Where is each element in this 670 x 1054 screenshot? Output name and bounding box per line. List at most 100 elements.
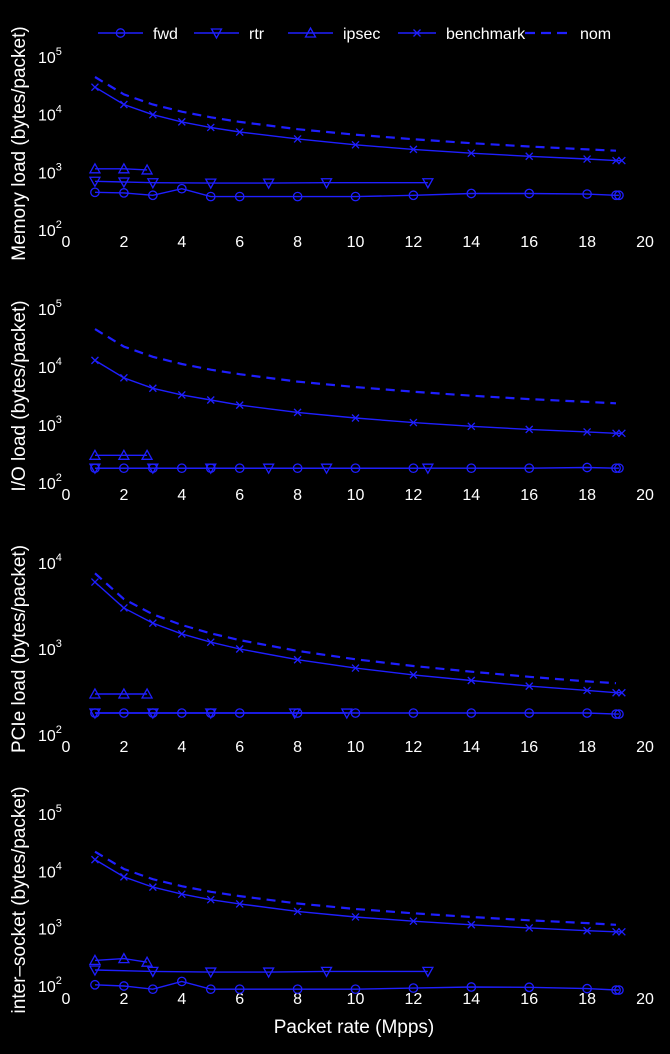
- data-point-fwd: [582, 983, 592, 994]
- data-point-fwd: [611, 985, 621, 995]
- y-tick-label: 103: [38, 918, 62, 939]
- data-point-fwd: [408, 190, 419, 201]
- data-point-benchmark: [409, 145, 418, 154]
- x-tick-label: 0: [62, 991, 71, 1008]
- data-point-benchmark: [525, 923, 534, 932]
- data-point-benchmark: [617, 156, 626, 165]
- data-point-rtr: [262, 463, 275, 475]
- data-point-benchmark: [90, 356, 99, 365]
- data-point-benchmark: [612, 429, 621, 438]
- x-tick-label: 18: [578, 487, 596, 504]
- x-tick-label: 8: [293, 739, 302, 756]
- series-rtr: [88, 708, 353, 720]
- x-tick-label: 20: [636, 991, 654, 1008]
- data-point-ipsec: [117, 952, 131, 964]
- data-point-fwd: [614, 463, 624, 474]
- panel-4: inter–socket (bytes/packet) 1021031041050…: [9, 786, 654, 1013]
- panel-2: I/O load (bytes/packet) 102 103 104 105 0 2 4 6 8…: [9, 298, 654, 504]
- data-point-fwd: [408, 983, 419, 993]
- series-benchmark: [90, 578, 626, 697]
- data-point-fwd: [148, 984, 158, 995]
- data-point-rtr: [88, 176, 102, 188]
- series-ipsec: [88, 687, 154, 699]
- data-point-benchmark: [177, 629, 186, 638]
- x-tick-label: 4: [177, 991, 186, 1008]
- legend-label-rtr: rtr: [249, 26, 265, 43]
- x-tick-label: 10: [347, 739, 365, 756]
- data-point-fwd: [292, 984, 303, 995]
- data-point-benchmark: [351, 414, 360, 422]
- legend-entry-nom: nom: [525, 26, 611, 43]
- data-point-benchmark: [177, 117, 186, 126]
- data-point-benchmark: [467, 920, 476, 929]
- series-line-rtr: [94, 180, 428, 184]
- data-point-ipsec: [140, 955, 154, 967]
- data-point-rtr: [421, 178, 434, 190]
- legend-marker-ipsec: [304, 26, 317, 38]
- data-point-benchmark: [525, 682, 534, 691]
- data-point-benchmark: [583, 686, 592, 695]
- x-tick-label: 8: [293, 991, 302, 1008]
- data-point-benchmark: [351, 140, 360, 149]
- data-point-rtr: [320, 966, 333, 978]
- series-benchmark: [90, 83, 626, 165]
- y-axis-label: inter–socket (bytes/packet): [9, 786, 30, 1013]
- y-tick-label: 102: [38, 724, 62, 745]
- x-tick-label: 4: [177, 487, 186, 504]
- data-point-benchmark: [206, 123, 215, 132]
- data-point-fwd: [524, 708, 535, 718]
- x-tick-label: 0: [62, 739, 71, 756]
- data-point-rtr: [88, 965, 102, 977]
- legend-marker-fwd: [115, 28, 126, 38]
- data-point-fwd: [90, 187, 100, 198]
- data-point-benchmark: [119, 604, 128, 612]
- data-point-rtr: [88, 463, 102, 475]
- series-fwd: [90, 976, 624, 995]
- x-tick-label: 8: [293, 487, 302, 504]
- data-point-fwd: [614, 985, 624, 995]
- data-point-benchmark: [409, 670, 418, 679]
- legend-marker-rtr: [210, 28, 223, 40]
- series-line-nom: [94, 850, 617, 926]
- data-point-fwd: [582, 462, 592, 473]
- data-point-benchmark: [148, 110, 157, 119]
- series-line-ipsec: [94, 957, 148, 963]
- x-tick-label: 2: [119, 991, 128, 1008]
- x-tick-label: 12: [405, 739, 423, 756]
- series-nom: [94, 850, 617, 926]
- x-axis-label: Packet rate (Mpps): [274, 1017, 435, 1038]
- y-tick-label: 104: [38, 860, 62, 881]
- data-point-fwd: [176, 976, 187, 987]
- data-point-rtr: [146, 463, 159, 475]
- data-point-rtr: [146, 708, 159, 720]
- data-point-rtr: [262, 967, 275, 979]
- data-point-ipsec: [117, 448, 131, 460]
- data-point-rtr: [204, 178, 217, 190]
- legend-label-fwd: fwd: [153, 26, 178, 43]
- series-line-benchmark: [94, 359, 622, 434]
- series-line-benchmark: [94, 858, 622, 933]
- x-tick-label: 6: [235, 739, 244, 756]
- data-point-ipsec: [88, 687, 102, 699]
- y-tick-label: 104: [38, 356, 62, 377]
- series-line-rtr: [94, 969, 428, 973]
- data-point-benchmark: [235, 128, 244, 136]
- data-point-ipsec: [88, 162, 102, 174]
- data-point-benchmark: [235, 645, 244, 653]
- y-tick-label: 104: [38, 552, 62, 573]
- x-tick-label: 16: [520, 739, 538, 756]
- data-point-benchmark: [583, 427, 592, 436]
- data-point-fwd: [350, 191, 361, 202]
- data-point-rtr: [88, 708, 102, 720]
- data-point-ipsec: [88, 448, 102, 460]
- data-point-fwd: [119, 981, 129, 991]
- x-tick-label: 6: [235, 991, 244, 1008]
- series-rtr: [88, 463, 434, 475]
- x-tick-label: 6: [235, 234, 244, 251]
- y-tick-label: 105: [38, 46, 62, 67]
- y-axis-label: Memory load (bytes/packet): [9, 26, 30, 260]
- data-point-benchmark: [583, 155, 592, 164]
- data-point-benchmark: [525, 425, 534, 434]
- x-tick-label: 14: [462, 487, 480, 504]
- data-point-benchmark: [617, 429, 626, 438]
